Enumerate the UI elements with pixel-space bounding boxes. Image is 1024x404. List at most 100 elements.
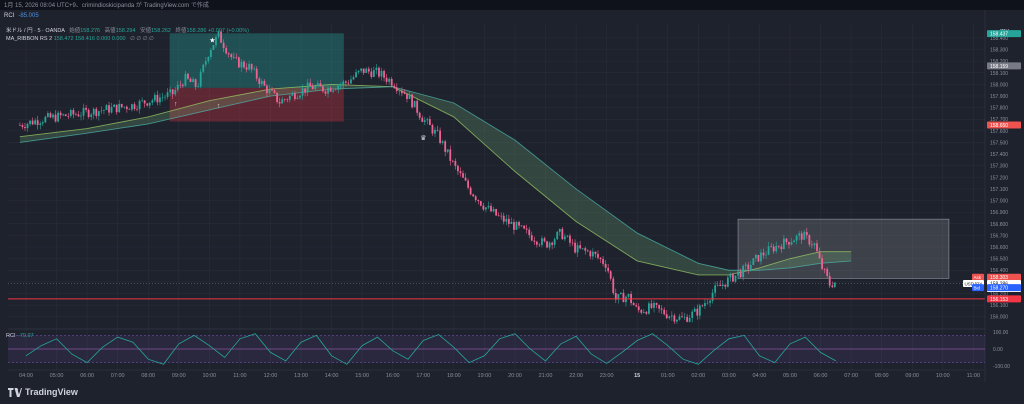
price-tag xyxy=(987,62,1021,70)
candle-body xyxy=(87,109,90,118)
candle-body xyxy=(597,253,599,258)
candle-body xyxy=(729,273,732,278)
rci-label: RCI xyxy=(6,333,16,339)
candle-body xyxy=(790,242,793,245)
rci-line xyxy=(25,333,837,365)
candle-body xyxy=(813,243,816,246)
candle-body xyxy=(640,310,643,313)
price-tag xyxy=(987,30,1021,38)
candle-body xyxy=(69,109,72,117)
candle-body xyxy=(97,111,100,117)
time-tick-label: 05:00 xyxy=(783,373,797,379)
candle-body xyxy=(752,258,755,265)
candle-body xyxy=(798,233,801,236)
price-tick-label: 157.700 xyxy=(990,117,1008,123)
candle-body xyxy=(591,251,594,257)
time-tick-label: 09:00 xyxy=(172,373,186,379)
candle-body xyxy=(648,303,650,314)
candle-body xyxy=(164,96,166,98)
candle-body xyxy=(197,86,200,88)
candle-body xyxy=(716,284,719,286)
candle-body xyxy=(367,68,370,72)
candle-body xyxy=(181,84,184,86)
candle-body xyxy=(85,107,88,110)
candle-body xyxy=(255,68,258,79)
top-indicator-label: RCI xyxy=(4,13,15,19)
time-tick-label: 23:00 xyxy=(600,373,614,379)
candle-body xyxy=(686,316,689,322)
loss-zone xyxy=(169,87,344,122)
candle-body xyxy=(479,201,482,206)
candle-body xyxy=(281,99,284,104)
candle-body xyxy=(719,284,722,287)
candle-body xyxy=(301,88,304,96)
candle-body xyxy=(701,305,704,307)
candle-body xyxy=(148,102,151,106)
candle-body xyxy=(400,90,403,94)
top-indicator-value: -85.005 xyxy=(18,13,39,19)
ribbon-fill xyxy=(19,84,852,275)
ribbon-slow-line xyxy=(19,86,852,271)
candle-body xyxy=(383,71,385,78)
candle-body xyxy=(418,112,421,118)
header-bar: 1月 15, 2026 08:04 UTC+9、crimindioskicipa… xyxy=(0,0,1024,10)
price-axis: JPY158.400158.300158.200158.100158.00015… xyxy=(963,10,1024,404)
candle-body xyxy=(319,83,322,87)
candle-body xyxy=(574,242,576,253)
candle-body xyxy=(151,100,154,103)
legend-open-label: 始値 xyxy=(69,28,81,34)
candle-body xyxy=(816,243,818,252)
candle-body xyxy=(362,68,365,73)
candle-body xyxy=(739,271,742,278)
top-indicator: RCI -85.005 xyxy=(4,13,39,19)
candle-body xyxy=(123,106,126,108)
candle-body xyxy=(821,258,823,269)
legend-symbol[interactable]: 米ドル / 円 · 5 · OANDA xyxy=(6,28,65,34)
candle-body xyxy=(222,42,225,49)
candle-body xyxy=(171,89,174,95)
candle-body xyxy=(311,85,314,90)
candle-body xyxy=(327,87,329,94)
time-tick-label: 03:00 xyxy=(722,373,736,379)
candle-body xyxy=(344,81,347,83)
candle-body xyxy=(757,254,760,262)
candle-body xyxy=(826,268,829,276)
candle-body xyxy=(464,177,467,181)
price-tag-prefix-bg xyxy=(972,273,984,281)
candle-body xyxy=(72,109,75,115)
candle-body xyxy=(34,120,37,125)
candle-body xyxy=(614,293,617,300)
time-tick-label: 06:00 xyxy=(814,373,828,379)
candle-body xyxy=(698,305,701,316)
time-tick-label: 07:00 xyxy=(844,373,858,379)
candle-body xyxy=(561,228,564,240)
candle-body xyxy=(472,194,475,197)
legend-ribbon-name[interactable]: MA_RIBBON RS 2 xyxy=(6,36,53,42)
candle-body xyxy=(215,36,217,46)
candle-body xyxy=(187,73,189,79)
candle-body xyxy=(365,68,368,73)
candle-body xyxy=(161,97,164,98)
price-tag-prefix: USDJPY xyxy=(965,281,983,286)
candle-body xyxy=(467,180,470,188)
candle-body xyxy=(360,68,363,71)
candle-body xyxy=(227,53,230,55)
candle-body xyxy=(683,316,686,318)
candle-body xyxy=(721,284,724,287)
candle-body xyxy=(268,89,271,93)
tradingview-brand[interactable]: TradingView xyxy=(8,387,78,398)
candle-body xyxy=(243,61,245,68)
candle-body xyxy=(385,77,388,82)
candle-body xyxy=(24,127,26,129)
candle-body xyxy=(375,67,378,71)
time-tick-label: 17:00 xyxy=(416,373,430,379)
legend-close: 158.286 xyxy=(186,28,207,34)
time-tick-label: 12:00 xyxy=(264,373,278,379)
candle-body xyxy=(245,67,248,70)
candle-body xyxy=(143,100,146,104)
price-tag xyxy=(987,121,1021,129)
candle-body xyxy=(818,251,821,259)
candle-body xyxy=(278,101,281,104)
star-icon: ★ xyxy=(209,37,215,45)
